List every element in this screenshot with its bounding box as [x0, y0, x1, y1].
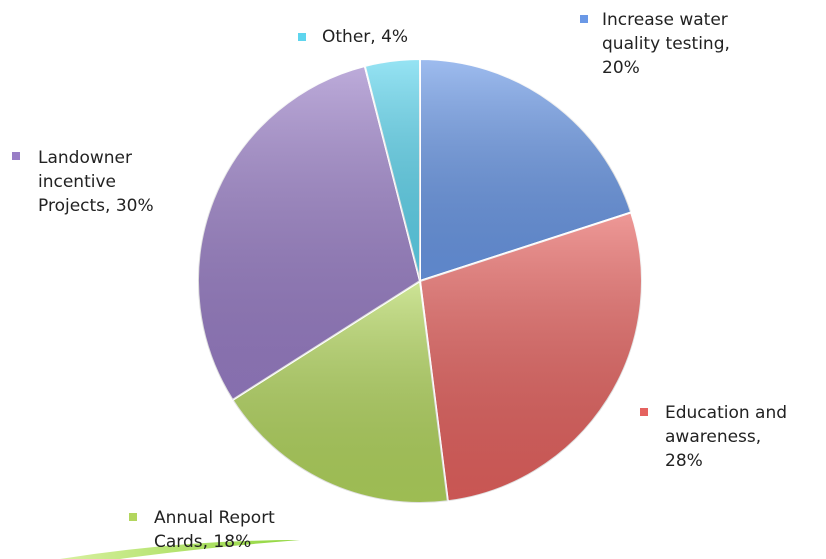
label-line: 28% [665, 451, 703, 471]
legend-marker [640, 408, 648, 416]
label-line: Increase water [602, 10, 728, 30]
label-line: Projects, 30% [38, 196, 154, 216]
label-line: quality testing, [602, 34, 730, 54]
data-label: Other, 4% [322, 27, 408, 47]
label-line: incentive [38, 172, 116, 192]
label-line: Annual Report [154, 508, 275, 528]
data-label: Landowner incentive Projects, 30% [38, 148, 154, 216]
data-label: Education and awareness, 28% [665, 403, 787, 471]
label-line: Landowner [38, 148, 132, 168]
label-line: 20% [602, 58, 640, 78]
decoration [60, 540, 300, 559]
data-label: Increase water quality testing, 20% [602, 10, 730, 78]
label-line: Other, 4% [322, 27, 408, 47]
label-line: awareness, [665, 427, 761, 447]
label-line: Cards, 18% [154, 532, 251, 552]
label-line: Education and [665, 403, 787, 423]
data-label: Annual Report Cards, 18% [154, 508, 275, 552]
legend-marker [12, 152, 20, 160]
legend-marker [298, 33, 306, 41]
legend-marker [129, 513, 137, 521]
legend-marker [580, 15, 588, 23]
